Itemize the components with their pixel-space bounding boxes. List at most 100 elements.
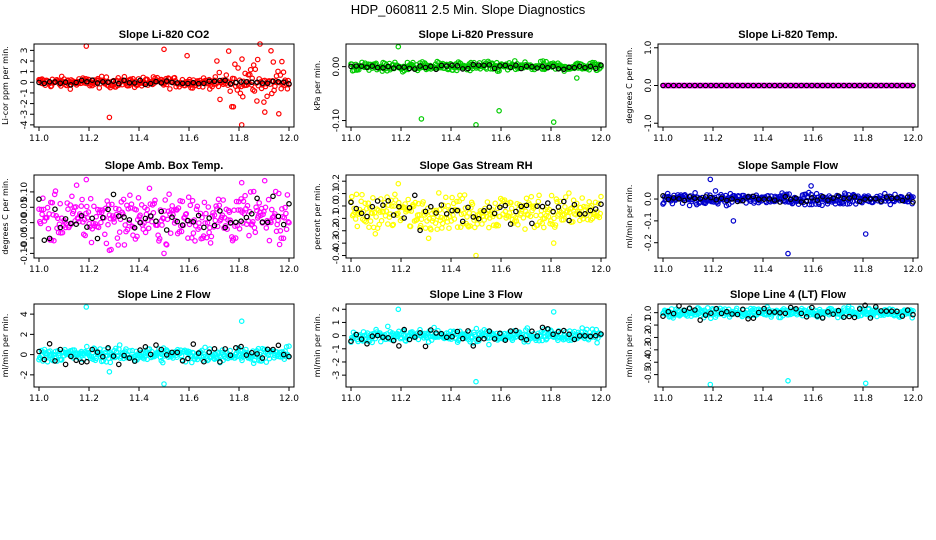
data-point [232, 235, 239, 241]
reference-point [68, 220, 74, 227]
reference-point [454, 63, 461, 69]
data-point [189, 235, 195, 241]
data-point [554, 199, 560, 205]
reference-point [777, 309, 783, 316]
reference-point [566, 331, 572, 338]
reference-point [153, 342, 159, 348]
reference-point [369, 63, 376, 69]
reference-point [163, 227, 170, 233]
outlier-point [862, 380, 869, 387]
data-point [348, 193, 355, 200]
x-tick-label: 11.4 [441, 394, 461, 404]
reference-point [137, 219, 143, 226]
outlier-point [161, 250, 167, 257]
y-tick-label: 2 [332, 306, 342, 312]
x-tick-label: 12.0 [279, 265, 299, 275]
data-point [145, 225, 152, 232]
series-points [36, 304, 292, 387]
reference-point [809, 82, 815, 89]
reference-point [841, 195, 847, 202]
data-point [376, 221, 383, 228]
reference-point [681, 82, 688, 89]
data-point [392, 197, 399, 203]
reference-point [723, 82, 730, 89]
data-point [152, 197, 158, 204]
outlier-point [808, 183, 814, 189]
reference-point [899, 82, 906, 89]
reference-point [555, 204, 562, 210]
reference-point [369, 203, 376, 210]
reference-point [475, 215, 482, 222]
x-tick-label: 11.2 [703, 134, 723, 144]
data-point [692, 190, 698, 196]
data-point [362, 200, 368, 207]
reference-point [57, 80, 64, 87]
data-point [236, 226, 243, 232]
x-tick-label: 11.4 [753, 394, 773, 404]
x-tick-label: 11.0 [653, 265, 673, 275]
reference-point [539, 324, 546, 331]
reference-point [560, 66, 567, 73]
data-point [213, 203, 219, 209]
data-point [263, 359, 270, 365]
data-point [82, 232, 89, 239]
reference-point [798, 199, 805, 205]
reference-point [550, 63, 556, 70]
reference-point [190, 219, 197, 225]
data-point [279, 58, 285, 65]
reference-point [126, 80, 133, 86]
reference-point [883, 82, 890, 89]
y-tick-label: 0.00 [332, 56, 342, 76]
reference-point [660, 313, 666, 320]
data-point [365, 200, 372, 207]
reference-point [94, 80, 101, 86]
reference-point [195, 350, 202, 356]
data-point [276, 241, 283, 248]
data-point [454, 224, 461, 230]
reference-point [94, 235, 101, 242]
reference-point [867, 196, 874, 202]
reference-point [459, 335, 466, 342]
data-point [402, 201, 408, 207]
reference-point [348, 338, 354, 345]
reference-point [830, 82, 837, 89]
y-tick-label: -1 [20, 88, 30, 97]
chart-panel: Slope Amb. Box Temp. degrees C per min. 11… [1, 160, 299, 275]
data-point [240, 93, 246, 100]
data-point [282, 204, 288, 211]
data-point [486, 224, 492, 231]
reference-point [254, 79, 260, 86]
data-point [199, 347, 205, 354]
x-tick-label: 11.4 [753, 134, 773, 144]
reference-point [825, 82, 831, 89]
data-point [367, 218, 374, 224]
reference-point [872, 304, 879, 310]
reference-point [862, 82, 868, 89]
reference-point [126, 355, 133, 361]
y-axis-label: ml/min per min. [625, 314, 634, 378]
reference-point [718, 195, 725, 202]
reference-point [190, 341, 197, 347]
y-tick-label: 0 [20, 79, 30, 85]
data-point [254, 98, 260, 104]
reference-point [353, 331, 360, 338]
reference-point [878, 82, 884, 89]
reference-point [396, 64, 402, 71]
outlier-point [473, 252, 479, 259]
reference-point [100, 214, 106, 221]
reference-points [36, 191, 292, 244]
data-point [124, 226, 131, 233]
reference-point [249, 349, 255, 356]
x-tick-label: 11.2 [703, 394, 723, 404]
data-point [58, 356, 65, 363]
reference-point [713, 82, 720, 89]
data-point [579, 325, 586, 331]
reference-point [841, 82, 847, 89]
reference-point [169, 79, 175, 86]
reference-point [275, 213, 282, 220]
data-point [577, 204, 584, 211]
reference-point [427, 203, 434, 210]
data-point [416, 212, 423, 218]
reference-point [835, 307, 842, 314]
reference-point [745, 315, 751, 322]
